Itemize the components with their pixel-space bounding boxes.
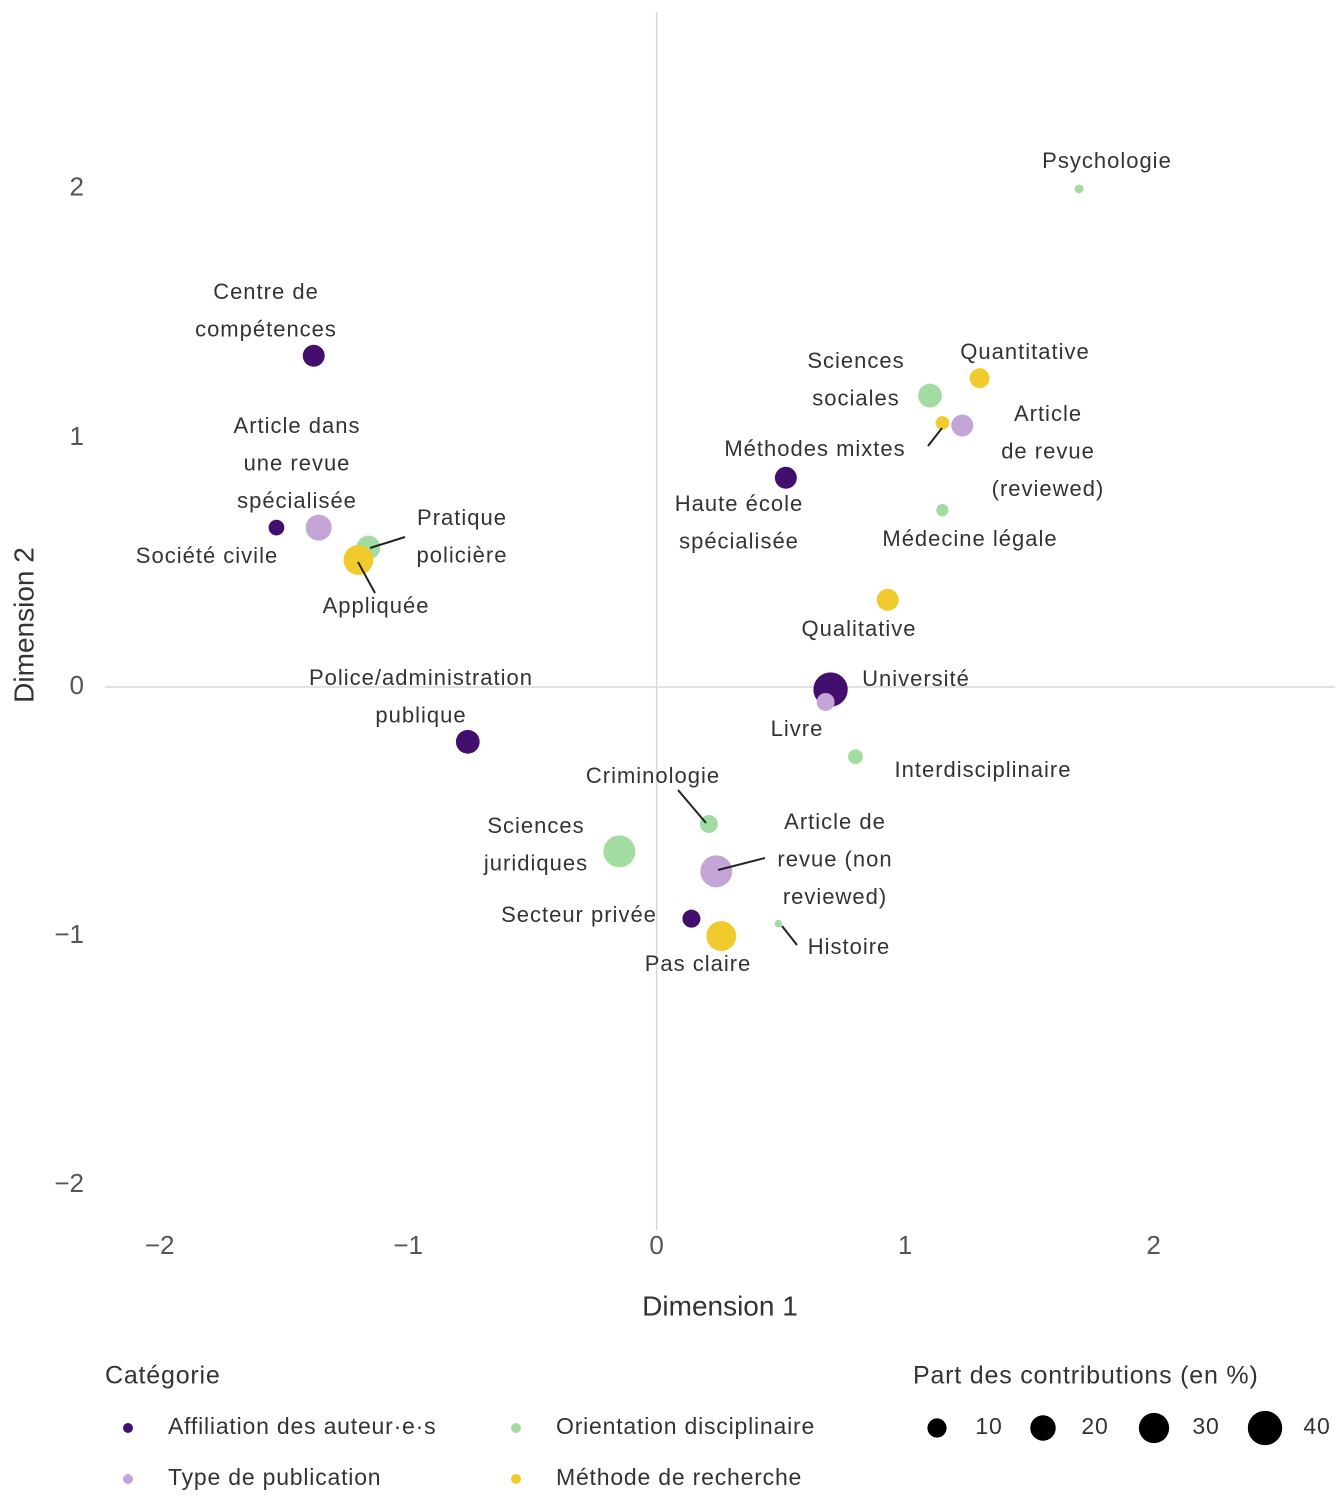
legend-label: Méthode de recherche	[556, 1464, 802, 1490]
bubble	[305, 514, 332, 541]
point-label: spécialisée	[237, 488, 357, 513]
bubble	[455, 729, 480, 754]
size-legend-label: 30	[1192, 1413, 1219, 1439]
x-tick-label: 2	[1146, 1230, 1160, 1260]
point-label: Qualitative	[802, 616, 917, 641]
legend-title: Catégorie	[105, 1362, 221, 1390]
bubble	[969, 368, 990, 389]
point-label: Article	[1014, 401, 1082, 426]
point-label: policière	[417, 542, 508, 567]
leader-line	[357, 561, 376, 594]
point-label: Sciences	[487, 813, 584, 838]
y-tick-label: 2	[70, 172, 84, 202]
bubble	[302, 344, 325, 367]
legend-label: Affiliation des auteur·e·s	[168, 1413, 436, 1439]
leader-line	[677, 789, 707, 824]
point-label: Criminologie	[586, 763, 720, 788]
point-label: juridiques	[483, 850, 588, 875]
bubble	[268, 519, 285, 536]
x-tick-label: −2	[145, 1230, 175, 1260]
y-tick-label: 0	[70, 670, 84, 700]
legend-swatch	[511, 1474, 521, 1484]
legend-label: Orientation disciplinaire	[556, 1413, 815, 1439]
x-tick-label: 0	[649, 1230, 663, 1260]
bubble	[682, 909, 701, 928]
leader-line	[369, 536, 406, 549]
point-label: publique	[375, 702, 466, 727]
bubble	[1074, 184, 1084, 194]
point-label: Pas claire	[645, 951, 752, 976]
bubble	[876, 588, 899, 611]
point-label: Article dans	[234, 413, 361, 438]
size-legend-label: 20	[1081, 1413, 1108, 1439]
size-legend-label: 10	[975, 1413, 1002, 1439]
y-tick-label: 1	[70, 421, 84, 451]
point-label: Centre de	[213, 279, 319, 304]
leader-line	[781, 925, 798, 946]
legend-swatch	[123, 1474, 133, 1484]
point-label: Pratique	[417, 505, 507, 530]
point-label: Méthodes mixtes	[724, 436, 905, 461]
bubble	[343, 545, 374, 575]
bubble	[935, 416, 950, 430]
point-label: reviewed)	[783, 884, 887, 909]
point-label: Société civile	[136, 543, 278, 568]
size-legend-swatch	[1030, 1415, 1056, 1441]
point-label: spécialisée	[679, 528, 799, 553]
y-tick-label: −2	[54, 1168, 84, 1198]
point-label: Sciences	[807, 348, 904, 373]
bubble	[774, 919, 783, 928]
point-label: Histoire	[808, 934, 891, 959]
bubble	[918, 383, 942, 408]
size-legend-swatch	[927, 1418, 947, 1438]
point-label: Psychologie	[1042, 148, 1172, 173]
point-label: (reviewed)	[992, 476, 1105, 501]
legend-swatch	[511, 1423, 521, 1433]
point-label: Secteur privée	[501, 902, 657, 927]
legend-label: Type de publication	[168, 1464, 381, 1490]
point-label: Police/administration	[309, 665, 533, 690]
point-label: de revue	[1001, 438, 1095, 463]
x-tick-label: 1	[898, 1230, 912, 1260]
point-label: Université	[862, 666, 970, 691]
y-axis-title: Dimension 2	[8, 547, 39, 703]
point-label: Quantitative	[960, 339, 1089, 364]
leader-line	[927, 427, 943, 447]
point-label: Médecine légale	[882, 526, 1057, 551]
size-legend-swatch	[1247, 1410, 1283, 1446]
x-axis-title: Dimension 1	[642, 1290, 798, 1321]
point-label: compétences	[195, 316, 337, 341]
size-legend-label: 40	[1303, 1413, 1330, 1439]
bubble	[951, 414, 974, 437]
bubble	[774, 466, 797, 489]
point-label: Interdisciplinaire	[895, 757, 1072, 782]
point-label: Livre	[771, 716, 824, 741]
legend-swatch	[123, 1423, 133, 1433]
bubble	[603, 835, 636, 868]
point-label: Appliquée	[323, 593, 430, 618]
bubble	[816, 692, 835, 711]
point-label: sociales	[812, 385, 899, 410]
bubble	[848, 749, 863, 765]
point-label: Article de	[784, 809, 886, 834]
x-tick-label: −1	[393, 1230, 423, 1260]
bubble	[936, 504, 949, 517]
size-legend-swatch	[1138, 1412, 1170, 1444]
point-label: revue (non	[777, 846, 892, 871]
point-label: une revue	[244, 450, 351, 475]
size-legend-title: Part des contributions (en %)	[913, 1362, 1259, 1390]
leader-line	[717, 857, 766, 871]
point-label: Haute école	[675, 491, 803, 516]
bubble	[706, 921, 737, 952]
y-tick-label: −1	[54, 919, 84, 949]
bubble	[700, 855, 733, 888]
